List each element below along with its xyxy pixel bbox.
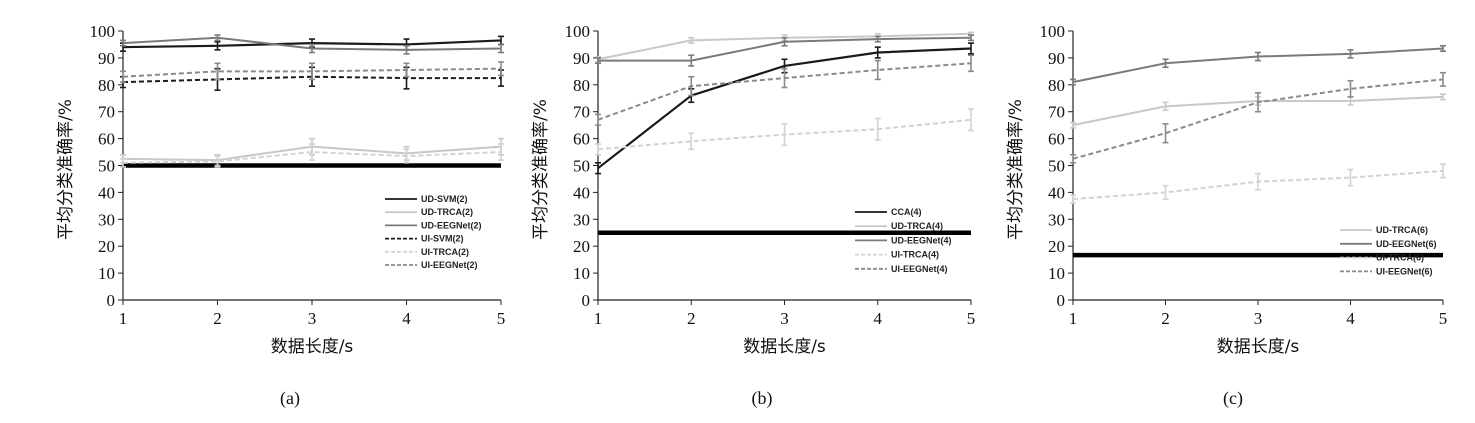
y-tick-label: 20 xyxy=(98,237,115,256)
x-axis-title: 数据长度/s xyxy=(271,337,354,357)
series-CCA(4) xyxy=(595,42,974,175)
legend-label: UD-TRCA(2) xyxy=(421,207,473,217)
series-UI-EEGNet(4) xyxy=(595,54,974,126)
x-tick-label: 3 xyxy=(1254,309,1263,328)
y-tick-label: 50 xyxy=(98,157,115,176)
legend-label: UI-TRCA(6) xyxy=(1376,253,1424,263)
y-tick-label: 90 xyxy=(573,49,590,68)
legend-label: UI-SVM(2) xyxy=(421,234,464,244)
panel-label: (a) xyxy=(280,388,300,409)
y-tick-label: 10 xyxy=(1048,264,1065,283)
panel-label: (b) xyxy=(752,388,773,409)
y-tick-label: 0 xyxy=(1057,291,1066,310)
series-line xyxy=(1072,78,1444,160)
y-tick-label: 30 xyxy=(573,210,590,229)
chart-panel-1: 0 10 20 30 40 50 60 70 80 90 100 1 2 3 4 5 数据长度/s 平均分类准确率… xyxy=(56,22,505,409)
series-UD-TRCA(4) xyxy=(595,31,974,63)
chart-panel-2: 0 10 20 30 40 50 60 70 80 90 100 1 2 3 4 5 数据长度/s 平均分类准确率… xyxy=(531,22,975,409)
y-tick-label: 100 xyxy=(90,22,116,41)
y-tick-label: 30 xyxy=(98,210,115,229)
x-tick-label: 5 xyxy=(967,309,976,328)
x-tick-label: 3 xyxy=(308,309,317,328)
legend-label: UI-TRCA(2) xyxy=(421,247,469,257)
y-tick-label: 0 xyxy=(107,291,116,310)
legend-label: UI-EEGNet(2) xyxy=(421,260,478,270)
y-tick-label: 40 xyxy=(98,183,115,202)
y-tick-label: 50 xyxy=(573,157,590,176)
y-tick-label: 60 xyxy=(98,130,115,149)
y-tick-label: 80 xyxy=(1048,76,1065,95)
legend-label: UI-TRCA(4) xyxy=(891,250,939,260)
y-tick-label: 10 xyxy=(573,264,590,283)
series-UI-TRCA(2) xyxy=(120,143,504,168)
x-tick-label: 4 xyxy=(402,309,411,328)
legend-label: UD-TRCA(4) xyxy=(891,221,943,231)
legend: CCA(4) UD-TRCA(4) UD-EEGNet(4) UI-TRCA(4) UI… xyxy=(855,207,952,274)
y-tick-label: 70 xyxy=(573,103,590,122)
series-line xyxy=(122,75,501,84)
y-tick-label: 10 xyxy=(98,264,115,283)
legend: UD-SVM(2) UD-TRCA(2) UD-EEGNet(2) UI-SVM(2)… xyxy=(385,194,482,270)
series-UD-EEGNet(6) xyxy=(1070,44,1446,86)
series-UI-TRCA(4) xyxy=(595,108,974,156)
x-axis-title: 数据长度/s xyxy=(1217,337,1300,357)
y-axis-title: 平均分类准确率/% xyxy=(531,99,551,240)
y-axis-title: 平均分类准确率/% xyxy=(56,99,76,240)
y-tick-label: 100 xyxy=(1040,22,1066,41)
legend-label: UI-EEGNet(6) xyxy=(1376,266,1433,276)
legend-label: UD-SVM(2) xyxy=(421,194,468,204)
y-tick-label: 40 xyxy=(573,183,590,202)
y-tick-label: 20 xyxy=(573,237,590,256)
series-line xyxy=(122,151,502,164)
series-UI-EEGNet(2) xyxy=(120,61,504,83)
y-tick-label: 70 xyxy=(1048,103,1065,122)
y-tick-label: 100 xyxy=(565,22,591,41)
legend-label: UD-EEGNet(6) xyxy=(1376,239,1437,249)
series-UD-EEGNet(4) xyxy=(595,34,974,67)
legend-label: UI-EEGNet(4) xyxy=(891,264,948,274)
x-tick-label: 2 xyxy=(687,309,696,328)
legend: UD-TRCA(6) UD-EEGNet(6) UI-TRCA(6) UI-EEGNe… xyxy=(1340,225,1437,276)
x-tick-label: 5 xyxy=(497,309,506,328)
legend-label: UD-EEGNet(4) xyxy=(891,235,952,245)
chart-panel-3: 0 10 20 30 40 50 60 70 80 90 100 1 2 3 4 5 数据长度/s 平均分类准确率… xyxy=(1006,22,1447,409)
legend-label: UD-TRCA(6) xyxy=(1376,225,1428,235)
y-tick-label: 60 xyxy=(573,130,590,149)
y-tick-label: 30 xyxy=(1048,210,1065,229)
x-tick-label: 2 xyxy=(213,309,222,328)
series-UI-TRCA(6) xyxy=(1070,163,1446,204)
series-UD-EEGNet(2) xyxy=(120,34,504,55)
x-axis-title: 数据长度/s xyxy=(743,337,826,357)
y-tick-label: 20 xyxy=(1048,237,1065,256)
y-axis-title: 平均分类准确率/% xyxy=(1006,99,1026,240)
x-tick-label: 1 xyxy=(119,309,128,328)
x-tick-label: 3 xyxy=(780,309,789,328)
series-line xyxy=(122,67,502,78)
y-tick-label: 90 xyxy=(1048,49,1065,68)
panel-label: (c) xyxy=(1223,388,1243,409)
x-tick-label: 4 xyxy=(874,309,883,328)
y-tick-label: 90 xyxy=(98,49,115,68)
x-tick-label: 4 xyxy=(1346,309,1355,328)
x-tick-label: 1 xyxy=(594,309,603,328)
x-tick-label: 2 xyxy=(1161,309,1170,328)
y-tick-label: 60 xyxy=(1048,130,1065,149)
x-tick-label: 1 xyxy=(1069,309,1078,328)
y-tick-label: 0 xyxy=(582,291,591,310)
y-tick-label: 50 xyxy=(1048,157,1065,176)
y-tick-label: 80 xyxy=(573,76,590,95)
legend-label: CCA(4) xyxy=(891,207,922,217)
y-tick-label: 70 xyxy=(98,103,115,122)
y-tick-label: 40 xyxy=(1048,183,1065,202)
series-UI-EEGNet(6) xyxy=(1070,71,1446,164)
x-tick-label: 5 xyxy=(1439,309,1448,328)
legend-label: UD-EEGNet(2) xyxy=(421,220,482,230)
y-tick-label: 80 xyxy=(98,76,115,95)
